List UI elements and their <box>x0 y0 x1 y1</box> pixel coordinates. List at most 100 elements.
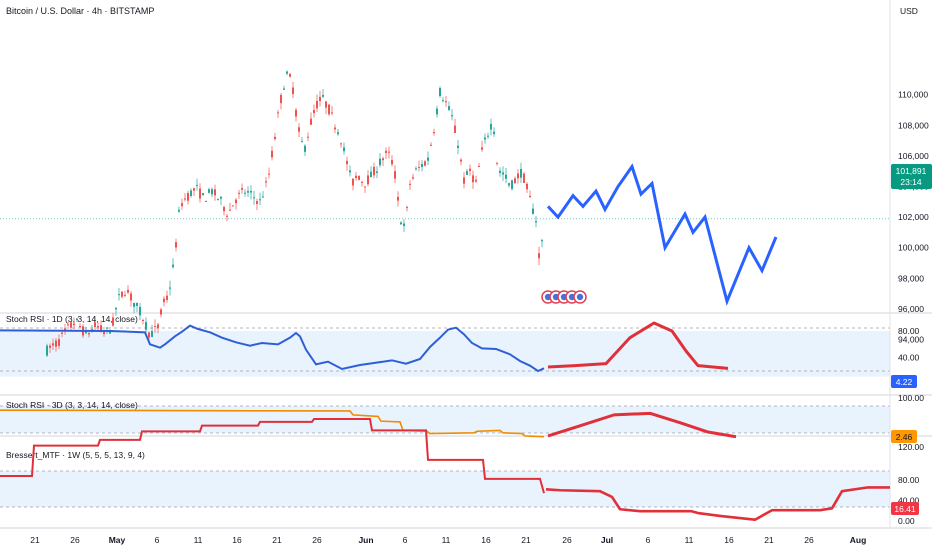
time-tick-label: 6 <box>403 535 408 545</box>
candle-body <box>151 330 153 337</box>
candle-body <box>502 172 504 175</box>
time-tick-label: 21 <box>764 535 774 545</box>
candle-body <box>358 175 360 180</box>
candle-body <box>154 326 156 328</box>
candle-body <box>130 293 132 301</box>
candle-body <box>160 309 162 315</box>
candle-body <box>67 324 69 326</box>
candle-body <box>484 137 486 140</box>
candle-body <box>148 332 150 338</box>
candle-body <box>88 333 90 335</box>
candle-body <box>253 197 255 199</box>
bressert-band <box>0 471 890 507</box>
candle-body <box>340 143 342 145</box>
candle-body <box>403 223 405 227</box>
candle-body <box>157 324 159 329</box>
candle-body <box>274 136 276 140</box>
candle-body <box>526 183 528 190</box>
candle-body <box>196 184 198 186</box>
candle-body <box>223 207 225 212</box>
candle-body <box>514 178 516 184</box>
candle-body <box>238 192 240 194</box>
candle-body <box>304 145 306 152</box>
candle-body <box>283 88 285 90</box>
candle-body <box>376 171 378 173</box>
candle-body <box>121 291 123 297</box>
time-tick-label: 21 <box>272 535 282 545</box>
candle-body <box>505 174 507 179</box>
candle-body <box>442 100 444 102</box>
candle-body <box>487 135 489 137</box>
candle-body <box>46 345 48 356</box>
candle-body <box>205 201 207 203</box>
candle-body <box>472 175 474 183</box>
candle-body <box>103 331 105 335</box>
candle-body <box>355 175 357 179</box>
candle-body <box>370 171 372 178</box>
time-tick-label: 16 <box>481 535 491 545</box>
candle-body <box>535 221 537 223</box>
candle-body <box>214 189 216 196</box>
candle-body <box>187 192 189 201</box>
candle-body <box>250 190 252 193</box>
candle-body <box>364 186 366 188</box>
event-flag-icon <box>576 293 584 301</box>
candle-body <box>208 189 210 193</box>
candle-body <box>142 320 144 322</box>
candle-body <box>190 190 192 196</box>
candle-body <box>532 208 534 214</box>
time-tick-label: 16 <box>724 535 734 545</box>
time-tick-label: Jul <box>601 535 613 545</box>
stoch3d-badge <box>891 430 917 443</box>
last-price-badge <box>891 164 932 189</box>
bressert-tick: 0.00 <box>898 516 915 526</box>
candle-body <box>139 306 141 316</box>
candle-body <box>538 253 540 259</box>
price-tick-label: 110,000 <box>898 90 928 100</box>
candle-body <box>385 150 387 153</box>
candle-body <box>499 170 501 173</box>
candle-body <box>421 164 423 168</box>
candle-body <box>136 302 138 306</box>
candle-body <box>394 171 396 179</box>
candle-body <box>424 161 426 166</box>
bressert-title: Bressert_MTF · 1W (5, 5, 5, 13, 9, 4) <box>6 450 145 460</box>
candle-body <box>301 141 303 143</box>
candle-body <box>127 289 129 293</box>
candle-body <box>292 87 294 95</box>
candle-body <box>439 87 441 96</box>
price-tick-label: 100,000 <box>898 243 929 253</box>
time-tick-label: 26 <box>562 535 572 545</box>
candle-body <box>430 144 432 146</box>
bressert-line <box>0 418 545 494</box>
candle-body <box>58 339 60 346</box>
candle-body <box>256 201 258 205</box>
candle-body <box>202 193 204 196</box>
candle-body <box>415 168 417 170</box>
projection-path <box>546 163 778 306</box>
candle-body <box>247 191 249 193</box>
countdown-timer: 23:14 <box>900 177 922 187</box>
candle-body <box>277 112 279 114</box>
price-tick-label: 106,000 <box>898 151 929 161</box>
candle-body <box>337 132 339 135</box>
candle-body <box>409 183 411 185</box>
candle-body <box>124 294 126 296</box>
stoch1d-title: Stoch RSI · 1D (3, 3, 14, 14, close) <box>6 314 138 324</box>
candle-body <box>481 147 483 150</box>
candle-body <box>328 104 330 115</box>
price-tick-label: 94,000 <box>898 335 924 345</box>
candle-body <box>517 173 519 179</box>
stoch1d-badge <box>891 375 917 388</box>
candle-body <box>169 287 171 289</box>
stoch3d-badge-value: 2.46 <box>896 432 913 442</box>
candle-body <box>232 205 234 207</box>
candle-body <box>436 108 438 115</box>
candle-body <box>349 170 351 173</box>
bressert-badge-value: 16.41 <box>894 504 916 514</box>
candle-body <box>427 157 429 161</box>
candle-body <box>49 345 51 348</box>
last-price-value: 101,891 <box>896 166 927 176</box>
candle-body <box>508 183 510 186</box>
